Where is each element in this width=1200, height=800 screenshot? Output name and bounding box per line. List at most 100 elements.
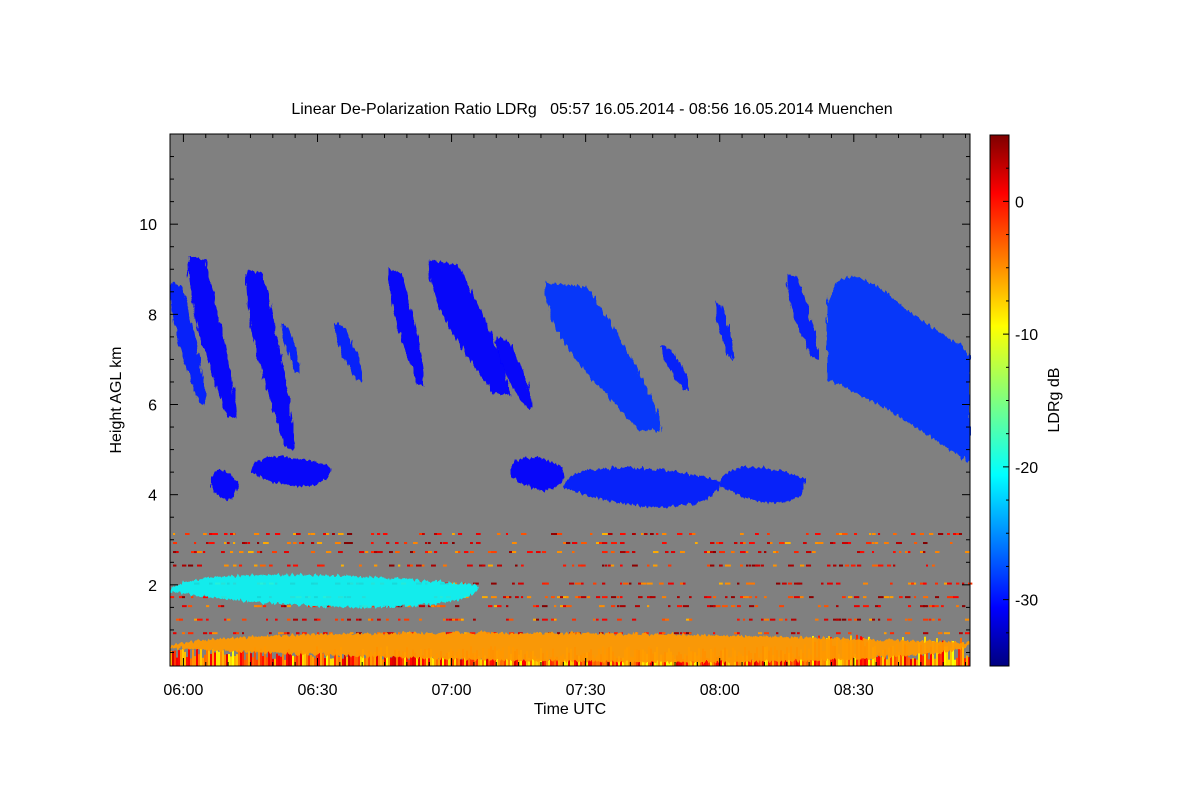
gate-speckle	[326, 533, 330, 535]
gate-speckle	[209, 542, 215, 545]
gate-speckle	[722, 605, 728, 608]
gate-speckle	[287, 632, 290, 635]
boundary-speckle	[932, 641, 934, 666]
gate-speckle	[620, 605, 626, 608]
gate-speckle	[512, 582, 515, 585]
boundary-speckle	[778, 657, 780, 666]
boundary-speckle	[240, 652, 242, 666]
boundary-speckle	[330, 658, 332, 666]
gate-speckle	[878, 605, 881, 608]
gate-speckle	[884, 596, 890, 599]
boundary-speckle	[880, 657, 882, 666]
gate-speckle	[476, 542, 481, 545]
gate-speckle	[395, 542, 399, 545]
gate-speckle	[479, 564, 484, 567]
boundary-speckle	[394, 649, 396, 666]
boundary-speckle	[290, 651, 292, 666]
gate-speckle	[707, 564, 712, 567]
boundary-speckle	[256, 659, 258, 666]
gate-speckle	[521, 596, 524, 599]
boundary-speckle	[408, 659, 410, 666]
gate-speckle	[659, 632, 665, 635]
gate-speckle	[575, 596, 580, 599]
gate-speckle	[260, 551, 263, 554]
gate-speckle	[842, 533, 848, 535]
gate-speckle	[386, 542, 390, 545]
boundary-speckle	[910, 659, 912, 666]
gate-speckle	[800, 596, 804, 599]
gate-speckle	[182, 564, 187, 567]
boundary-speckle	[658, 659, 660, 666]
gate-speckle	[896, 542, 902, 545]
boundary-speckle	[248, 650, 250, 666]
boundary-speckle	[480, 659, 482, 666]
boundary-speckle	[954, 659, 956, 666]
gate-speckle	[737, 632, 740, 635]
gate-speckle	[569, 582, 575, 585]
gate-speckle	[818, 542, 824, 545]
boundary-speckle	[238, 648, 240, 666]
boundary-speckle	[616, 658, 618, 666]
boundary-speckle	[794, 658, 796, 666]
gate-speckle	[464, 551, 469, 554]
gate-speckle	[284, 605, 287, 608]
gate-speckle	[425, 551, 429, 554]
boundary-speckle	[252, 657, 254, 666]
gate-speckle	[662, 618, 667, 621]
gate-speckle	[551, 618, 557, 621]
gate-speckle	[611, 605, 616, 608]
feature-cirrus-fall-streak-6	[429, 260, 510, 396]
gate-speckle	[518, 582, 524, 585]
gate-speckle	[725, 582, 731, 585]
boundary-speckle	[216, 650, 218, 666]
boundary-speckle	[378, 651, 380, 666]
boundary-speckle	[356, 649, 358, 666]
gate-speckle	[311, 605, 317, 608]
gate-speckle	[923, 596, 929, 599]
gate-speckle	[437, 605, 442, 608]
boundary-speckle	[460, 659, 462, 666]
gate-speckle	[740, 533, 744, 535]
x-tick-label: 08:30	[834, 682, 874, 699]
gate-speckle	[890, 596, 894, 599]
gate-speckle	[638, 596, 643, 599]
boundary-speckle	[506, 658, 508, 666]
gate-speckle	[863, 596, 867, 599]
gate-speckle	[746, 582, 751, 585]
gate-speckle	[374, 551, 379, 554]
gate-speckle	[578, 596, 581, 599]
gate-speckle	[719, 582, 723, 585]
boundary-speckle	[958, 648, 960, 666]
gate-speckle	[221, 605, 225, 608]
gate-speckle	[689, 533, 692, 535]
gate-speckle	[779, 618, 783, 621]
gate-speckle	[758, 551, 762, 554]
feature-aerosol-layer-18	[170, 574, 479, 608]
gate-speckle	[683, 582, 686, 585]
gate-speckle	[833, 542, 836, 545]
gate-speckle	[323, 632, 328, 635]
boundary-speckle	[400, 655, 402, 666]
gate-speckle	[359, 618, 362, 621]
y-axis-label: Height AGL km	[108, 346, 125, 453]
boundary-speckle	[326, 655, 328, 666]
gate-speckle	[188, 605, 193, 608]
gate-speckle	[836, 632, 841, 635]
gate-speckle	[734, 632, 738, 635]
gate-speckle	[887, 618, 892, 621]
gate-speckle	[611, 564, 615, 567]
gate-speckle	[668, 582, 674, 585]
gate-speckle	[173, 542, 178, 545]
boundary-speckle	[436, 653, 438, 666]
gate-speckle	[887, 564, 892, 567]
gate-speckle	[509, 551, 515, 554]
feature-cirrus-fall-streak-0	[170, 282, 206, 405]
gate-speckle	[815, 618, 819, 621]
gate-speckle	[452, 618, 455, 621]
gate-speckle	[431, 605, 436, 608]
gate-speckle	[767, 533, 770, 535]
gate-speckle	[725, 596, 728, 599]
boundary-speckle	[306, 650, 308, 666]
gate-speckle	[716, 605, 721, 608]
gate-speckle	[566, 542, 571, 545]
